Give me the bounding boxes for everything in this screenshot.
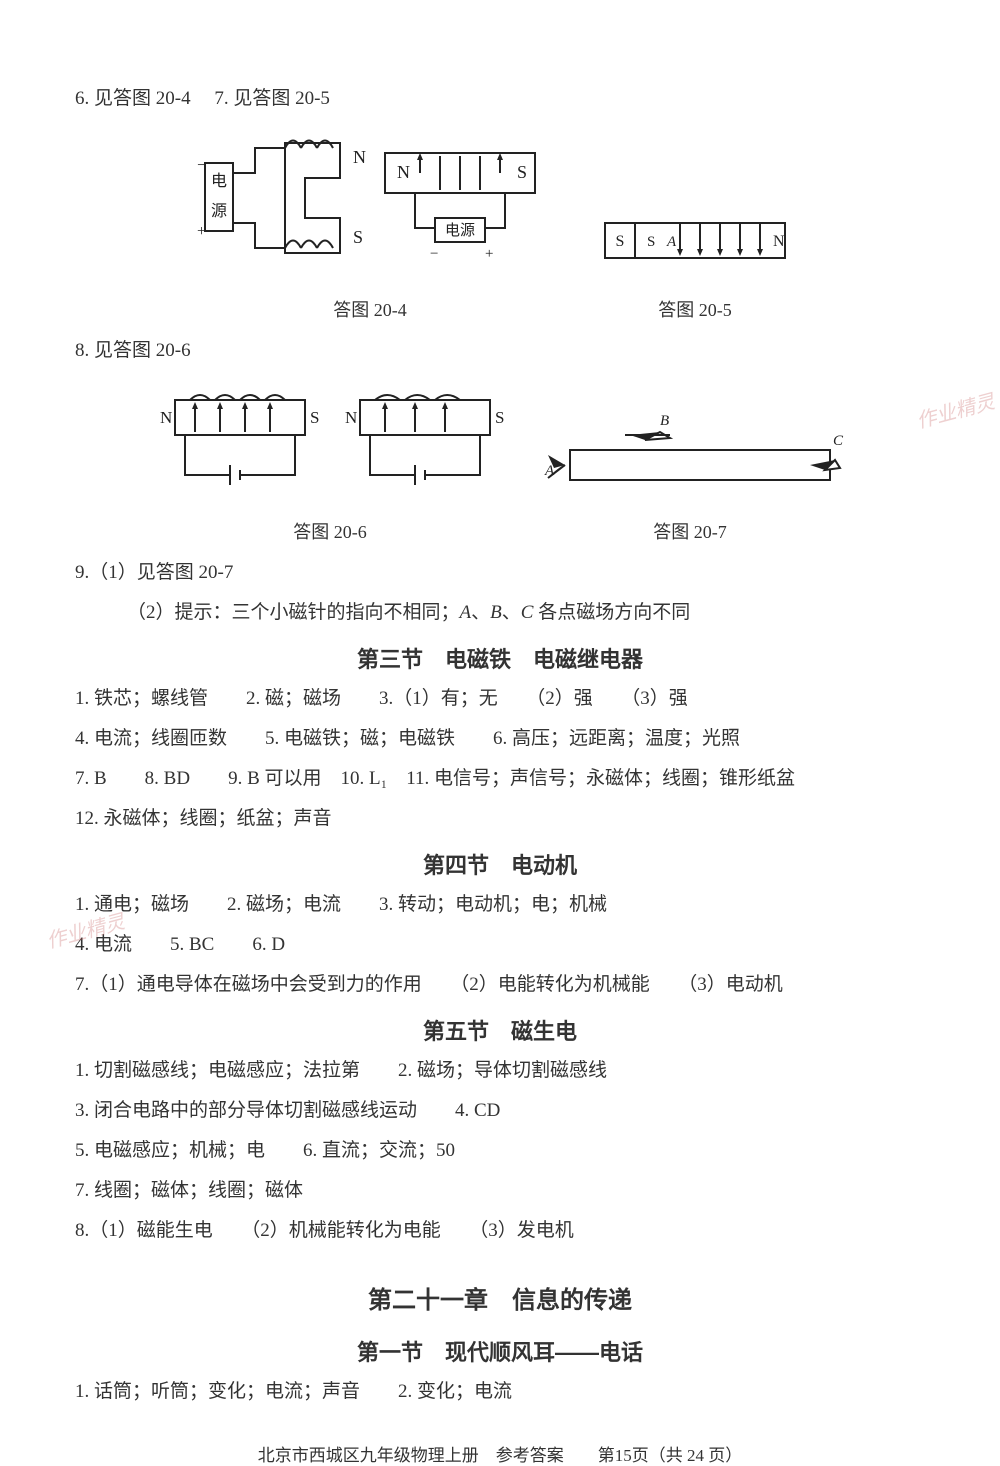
svg-text:A: A [666, 234, 677, 250]
fig207-caption: 答图 20-7 [653, 518, 727, 544]
figure-row-2: N S N S [75, 380, 925, 544]
svg-text:S: S [495, 408, 504, 427]
svg-text:C: C [833, 433, 844, 449]
svg-text:N: N [397, 162, 410, 182]
s3-l3: 7. B 8. BD 9. B 可以用 10. L₁ 11. 电信号；声信号；永… [75, 760, 925, 798]
fig207-svg: A B C [530, 400, 850, 510]
s5-l2: 3. 闭合电路中的部分导体切割磁感线运动 4. CD [75, 1092, 925, 1130]
s3-l2: 4. 电流；线圈匝数 5. 电磁铁；磁；电磁铁 6. 高压；远距离；温度；光照 [75, 720, 925, 758]
svg-text:S: S [353, 227, 363, 247]
fig206-block: N S N S [150, 380, 510, 544]
s21-l1: 1. 话筒；听筒；变化；电流；声音 2. 变化；电流 [75, 1373, 925, 1411]
svg-text:+: + [197, 223, 206, 240]
svg-text:N: N [345, 408, 357, 427]
chapter21-title: 第二十一章 信息的传递 [75, 1280, 925, 1315]
q9-2: （2）提示：三个小磁针的指向不相同；A、B、C 各点磁场方向不同 [75, 594, 925, 632]
fig204-block: 电 源 − + N S [185, 128, 555, 322]
fig205-block: S S A N 答图 20-5 [575, 168, 815, 322]
svg-text:S: S [647, 234, 655, 250]
q7-text: 7. 见答图 20-5 [214, 88, 330, 109]
section21-1-title: 第一节 现代顺风耳——电话 [75, 1335, 925, 1367]
svg-text:N: N [773, 233, 785, 250]
figure-row-1: 电 源 − + N S [75, 128, 925, 322]
s4-l1: 1. 通电；磁场 2. 磁场；电流 3. 转动；电动机；电；机械 [75, 886, 925, 924]
svg-text:N: N [160, 408, 172, 427]
svg-text:S: S [517, 162, 527, 182]
svg-text:电源: 电源 [445, 222, 475, 239]
q6-text: 6. 见答图 20-4 [75, 88, 191, 109]
svg-text:−: − [197, 157, 206, 174]
q8: 8. 见答图 20-6 [75, 332, 925, 370]
svg-text:B: B [660, 413, 669, 429]
fig206-svg: N S N S [150, 380, 510, 510]
q9-1: 9.（1）见答图 20-7 [75, 554, 925, 592]
s5-l5: 8.（1）磁能生电 （2）机械能转化为电能 （3）发电机 [75, 1212, 925, 1250]
svg-text:N: N [353, 147, 366, 167]
q6-q7: 6. 见答图 20-4 7. 见答图 20-5 [75, 80, 925, 118]
svg-text:−: − [430, 246, 438, 262]
svg-text:S: S [310, 408, 319, 427]
watermark-1: 作业精灵 [913, 385, 998, 434]
section4-title: 第四节 电动机 [75, 848, 925, 880]
fig204-caption: 答图 20-4 [333, 296, 407, 322]
fig205-svg: S S A N [575, 168, 815, 288]
s3-l1: 1. 铁芯；螺线管 2. 磁；磁场 3.（1）有；无 （2）强 （3）强 [75, 680, 925, 718]
svg-text:+: + [485, 246, 493, 262]
fig206-caption: 答图 20-6 [293, 518, 367, 544]
s4-l2: 4. 电流 5. BC 6. D [75, 926, 925, 964]
section3-title: 第三节 电磁铁 电磁继电器 [75, 642, 925, 674]
fig204-svg: 电 源 − + N S [185, 128, 555, 288]
s3-l4: 12. 永磁体；线圈；纸盆；声音 [75, 800, 925, 838]
svg-text:源: 源 [211, 202, 227, 220]
s5-l3: 5. 电磁感应；机械；电 6. 直流；交流；50 [75, 1132, 925, 1170]
fig207-block: A B C 答图 20-7 [530, 400, 850, 544]
fig205-caption: 答图 20-5 [658, 296, 732, 322]
s4-l3: 7.（1）通电导体在磁场中会受到力的作用 （2）电能转化为机械能 （3）电动机 [75, 966, 925, 1004]
s5-l4: 7. 线圈；磁体；线圈；磁体 [75, 1172, 925, 1210]
section5-title: 第五节 磁生电 [75, 1014, 925, 1046]
svg-text:电: 电 [211, 172, 227, 190]
svg-text:S: S [616, 233, 625, 250]
s5-l1: 1. 切割磁感线；电磁感应；法拉第 2. 磁场；导体切割磁感线 [75, 1052, 925, 1090]
